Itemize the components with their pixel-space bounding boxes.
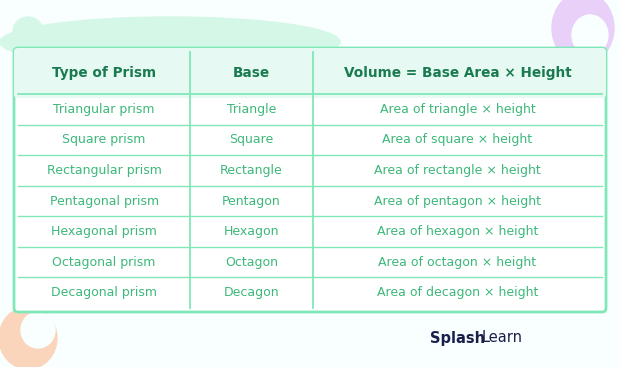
Text: Decagonal prism: Decagonal prism bbox=[51, 286, 157, 299]
Text: Area of rectangle × height: Area of rectangle × height bbox=[374, 164, 541, 177]
Ellipse shape bbox=[552, 0, 614, 64]
Text: Area of pentagon × height: Area of pentagon × height bbox=[374, 195, 541, 207]
Ellipse shape bbox=[0, 17, 340, 67]
FancyBboxPatch shape bbox=[14, 48, 606, 312]
Text: Area of decagon × height: Area of decagon × height bbox=[377, 286, 538, 299]
Bar bbox=[18, 86, 602, 96]
Text: Triangular prism: Triangular prism bbox=[53, 103, 155, 116]
Text: Rectangular prism: Rectangular prism bbox=[46, 164, 162, 177]
Text: Volume = Base Area × Height: Volume = Base Area × Height bbox=[343, 66, 572, 80]
Ellipse shape bbox=[0, 307, 57, 367]
Text: Hexagonal prism: Hexagonal prism bbox=[51, 225, 157, 238]
Text: Pentagonal prism: Pentagonal prism bbox=[50, 195, 159, 207]
Ellipse shape bbox=[21, 312, 55, 348]
Text: Square: Square bbox=[229, 133, 273, 146]
Text: Type of Prism: Type of Prism bbox=[52, 66, 156, 80]
Ellipse shape bbox=[572, 15, 608, 55]
Text: Square prism: Square prism bbox=[63, 133, 146, 146]
Text: Rectangle: Rectangle bbox=[220, 164, 283, 177]
Text: Pentagon: Pentagon bbox=[222, 195, 281, 207]
Text: Splash: Splash bbox=[430, 331, 485, 345]
Text: Area of square × height: Area of square × height bbox=[383, 133, 533, 146]
Text: Octagonal prism: Octagonal prism bbox=[53, 256, 156, 269]
Text: Area of octagon × height: Area of octagon × height bbox=[378, 256, 536, 269]
Text: Hexagon: Hexagon bbox=[224, 225, 280, 238]
Text: Triangle: Triangle bbox=[227, 103, 277, 116]
Text: Area of triangle × height: Area of triangle × height bbox=[379, 103, 535, 116]
Text: Octagon: Octagon bbox=[225, 256, 278, 269]
FancyBboxPatch shape bbox=[14, 48, 606, 98]
Text: Area of hexagon × height: Area of hexagon × height bbox=[377, 225, 538, 238]
Ellipse shape bbox=[13, 17, 43, 47]
Text: Base: Base bbox=[233, 66, 270, 80]
Text: Learn: Learn bbox=[482, 331, 523, 345]
Text: Decagon: Decagon bbox=[224, 286, 280, 299]
